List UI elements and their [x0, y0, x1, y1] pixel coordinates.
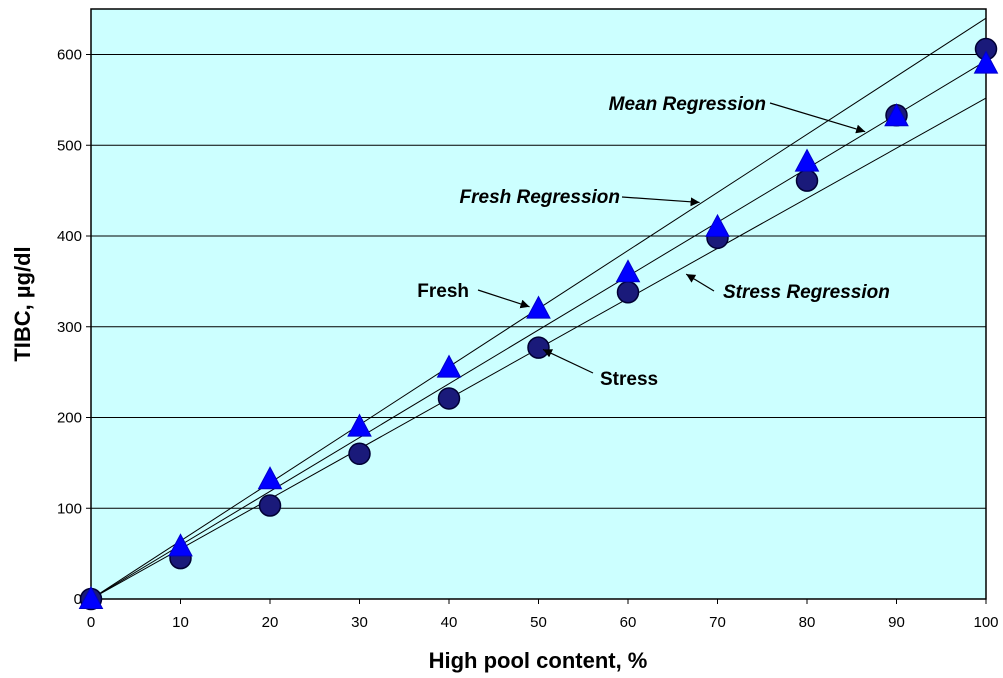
data-markers	[78, 37, 999, 611]
y-tick-label: 100	[57, 500, 82, 517]
mean-regression-label: Mean Regression	[609, 94, 766, 115]
grid-lines	[91, 54, 986, 509]
x-tick-label: 60	[620, 614, 637, 631]
y-tick-label: 200	[57, 410, 82, 427]
fresh-regression-arrow	[621, 196, 700, 207]
mean-regression-arrow	[769, 102, 866, 134]
fresh-point	[526, 295, 551, 319]
x-tick-labels: 0 10 20 30 40 50 60 70 80 90 100	[87, 599, 999, 631]
fresh-label: Fresh	[417, 281, 469, 302]
fresh-point	[168, 533, 193, 557]
x-tick-label: 80	[799, 614, 816, 631]
x-axis-title: High pool content, %	[429, 648, 648, 673]
x-tick-label: 100	[973, 614, 998, 631]
x-tick-label: 70	[709, 614, 726, 631]
stress-arrow	[542, 348, 594, 374]
fresh-point	[884, 103, 909, 127]
stress-regression-label: Stress Regression	[723, 282, 890, 303]
fresh-regression-label: Fresh Regression	[460, 187, 621, 208]
fresh-point	[705, 213, 730, 237]
x-tick-label: 90	[888, 614, 905, 631]
fresh-point	[347, 413, 372, 437]
fresh-point	[615, 259, 641, 283]
stress-point	[527, 336, 550, 359]
fresh-point	[973, 50, 999, 74]
stress-regression-arrow	[685, 273, 715, 292]
y-tick-label: 600	[57, 47, 82, 64]
stress-label: Stress	[600, 369, 658, 390]
x-tick-label: 40	[441, 614, 458, 631]
fresh-arrow	[477, 289, 530, 309]
stress-point	[258, 494, 282, 517]
y-tick-label: 400	[57, 228, 82, 245]
x-tick-label: 50	[530, 614, 547, 631]
x-tick-label: 30	[351, 614, 368, 631]
x-tick-label: 0	[87, 614, 95, 631]
y-tick-label: 0	[74, 591, 82, 608]
fresh-point	[78, 585, 104, 609]
fresh-point	[436, 354, 462, 378]
mean-regression-line	[90, 60, 987, 600]
y-tick-labels: 0 100 200 300 400 500 600	[57, 47, 91, 608]
y-axis-title: TIBC, µg/dl	[10, 246, 35, 361]
y-tick-label: 300	[57, 319, 82, 336]
x-tick-label: 10	[172, 614, 189, 631]
stress-point	[348, 442, 371, 466]
annotations: Mean Regression Fresh Regression Stress Re…	[417, 94, 890, 390]
stress-point	[795, 169, 819, 192]
y-tick-label: 500	[57, 137, 82, 154]
x-tick-label: 20	[262, 614, 279, 631]
fresh-point	[257, 466, 283, 490]
stress-point	[616, 281, 640, 304]
fresh-point	[794, 148, 820, 172]
stress-point	[437, 387, 461, 410]
